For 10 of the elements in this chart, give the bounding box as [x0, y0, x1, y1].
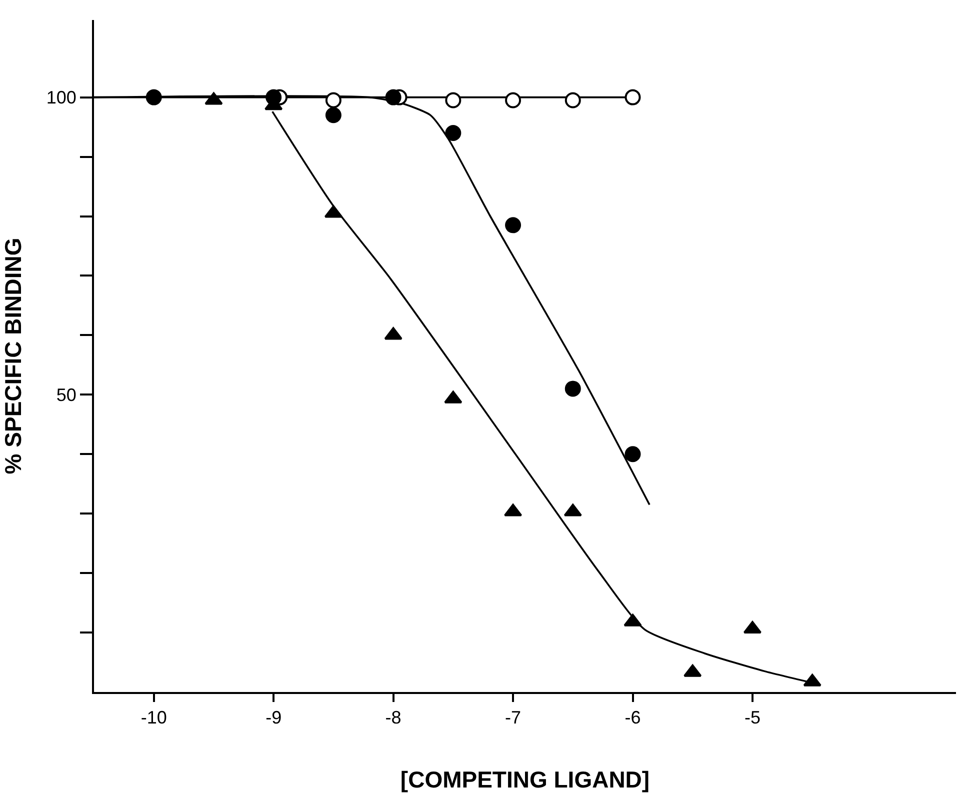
x-tick-label: -7	[505, 708, 522, 728]
x-tick-label: -9	[266, 708, 282, 728]
x-tick-label: -6	[624, 708, 641, 728]
x-axis-title: [COMPETING LIGAND]	[400, 766, 650, 793]
y-axis-title: % SPECIFIC BINDING	[0, 238, 26, 474]
x-tick-label: -8	[385, 708, 402, 728]
y-tick-label: 50	[56, 384, 76, 405]
y-tick-label: 100	[46, 88, 76, 108]
x-tick-label: -5	[744, 708, 760, 728]
x-tick-label: -10	[140, 708, 167, 728]
